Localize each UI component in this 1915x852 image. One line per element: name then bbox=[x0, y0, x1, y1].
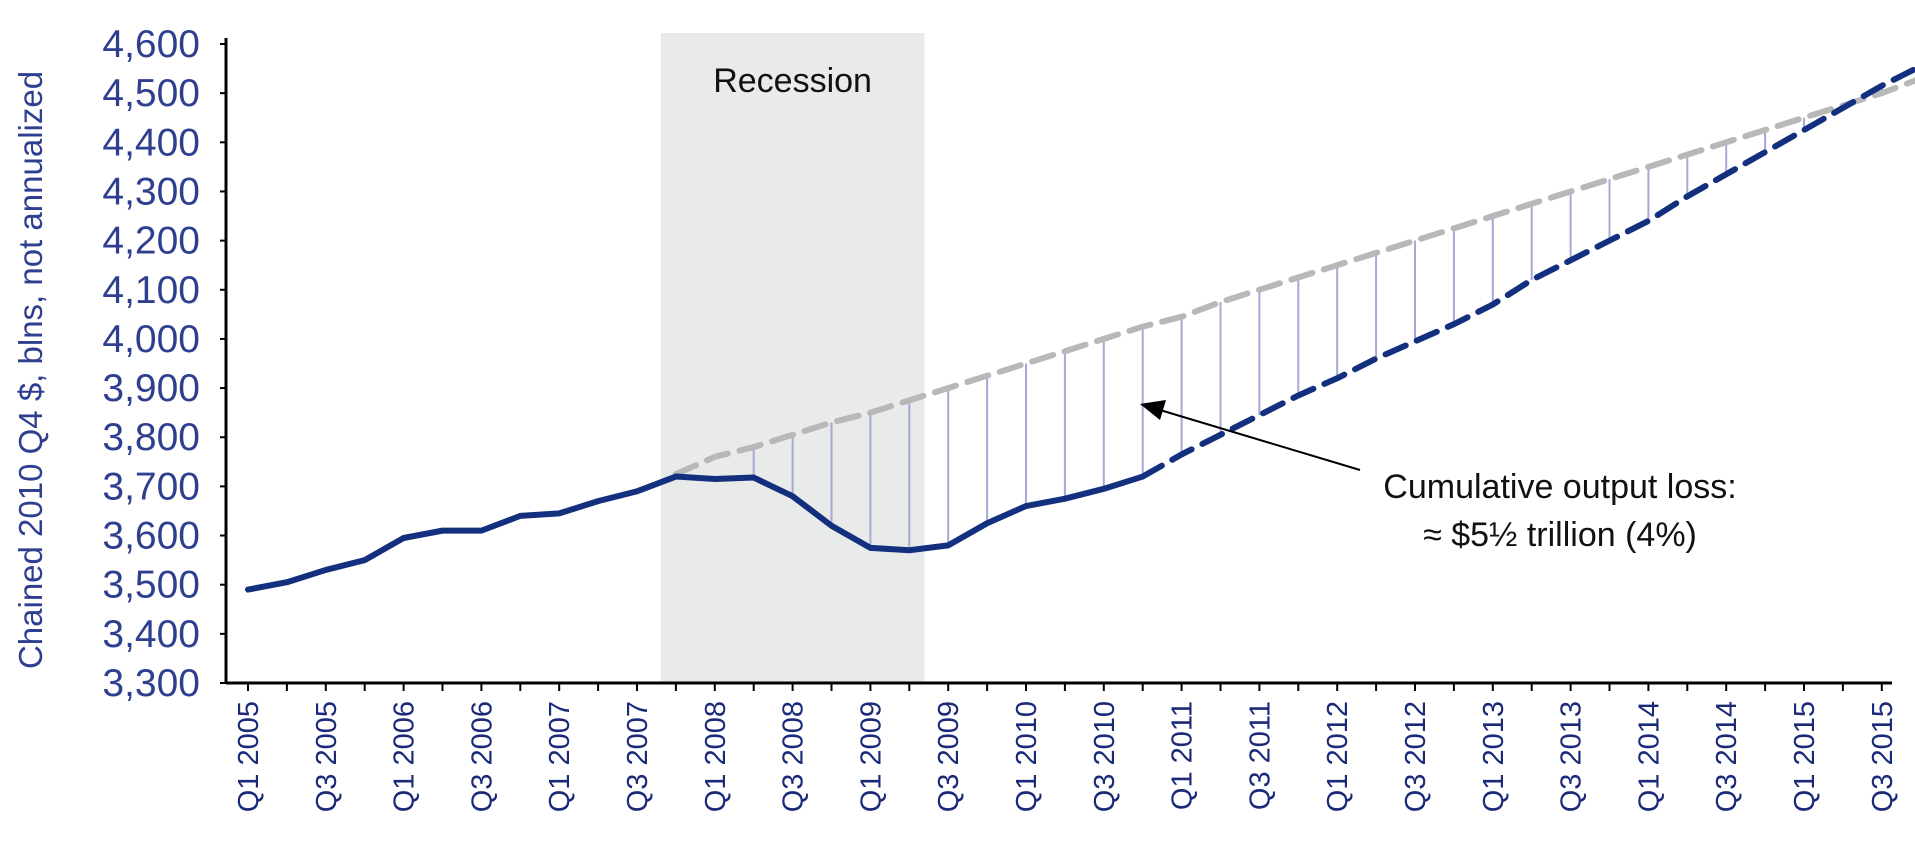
y-tick-label: 4,500 bbox=[102, 72, 200, 115]
x-tick-label: Q3 2008 bbox=[778, 701, 810, 812]
x-tick-label: Q3 2006 bbox=[466, 701, 498, 812]
y-tick-label: 4,300 bbox=[102, 170, 200, 213]
y-tick-label: 3,900 bbox=[102, 367, 200, 410]
y-tick-label: 3,400 bbox=[102, 613, 200, 656]
x-tick-label: Q1 2007 bbox=[544, 701, 576, 812]
x-tick-label: Q3 2005 bbox=[311, 701, 343, 812]
y-tick-label: 3,300 bbox=[102, 662, 200, 705]
x-tick-label: Q1 2010 bbox=[1011, 701, 1043, 812]
x-tick-label: Q1 2013 bbox=[1478, 701, 1510, 812]
y-tick-label: 3,600 bbox=[102, 515, 200, 558]
x-tick-label: Q3 2010 bbox=[1089, 701, 1121, 812]
trend-line bbox=[672, 77, 1915, 478]
annotation-arrow-head bbox=[1140, 400, 1166, 420]
x-tick-label: Q1 2006 bbox=[389, 701, 421, 812]
x-tick-label: Q3 2007 bbox=[622, 701, 654, 812]
y-tick-label: 4,000 bbox=[102, 318, 200, 361]
actual-line bbox=[245, 473, 1146, 593]
y-tick-label: 4,100 bbox=[102, 269, 200, 312]
y-tick-label: 3,800 bbox=[102, 416, 200, 459]
annotation-arrow-line bbox=[1159, 409, 1361, 471]
x-tick-label: Q1 2014 bbox=[1633, 701, 1665, 812]
x-tick-label: Q1 2009 bbox=[855, 701, 887, 812]
x-tick-label: Q3 2015 bbox=[1867, 701, 1899, 812]
x-tick-label: Q1 2005 bbox=[233, 701, 265, 812]
x-tick-label: Q3 2012 bbox=[1400, 701, 1432, 812]
y-tick-label: 4,200 bbox=[102, 220, 200, 263]
x-tick-label: Q3 2013 bbox=[1556, 701, 1588, 812]
annotation-line-1: Cumulative output loss: bbox=[1383, 468, 1736, 506]
x-tick-label: Q1 2015 bbox=[1789, 701, 1821, 812]
y-axis-title: Chained 2010 Q4 $, blns, not annualized bbox=[12, 71, 49, 669]
annotation-line-2: ≈ $5½ trillion (4%) bbox=[1423, 516, 1697, 554]
recession-label: Recession bbox=[713, 62, 872, 100]
x-tick-label: Q3 2014 bbox=[1711, 701, 1743, 812]
y-tick-label: 4,600 bbox=[102, 23, 200, 66]
x-tick-label: Q1 2012 bbox=[1322, 701, 1354, 812]
y-tick-label: 3,700 bbox=[102, 465, 200, 508]
x-tick-label: Q1 2011 bbox=[1167, 701, 1199, 810]
y-tick-label: 4,400 bbox=[102, 121, 200, 164]
x-tick-label: Q3 2011 bbox=[1244, 701, 1276, 810]
x-tick-label: Q1 2008 bbox=[700, 701, 732, 812]
projected-line bbox=[1139, 65, 1915, 480]
y-tick-label: 3,500 bbox=[102, 564, 200, 607]
recession-shading bbox=[660, 33, 925, 683]
x-tick-label: Q3 2009 bbox=[933, 701, 965, 812]
